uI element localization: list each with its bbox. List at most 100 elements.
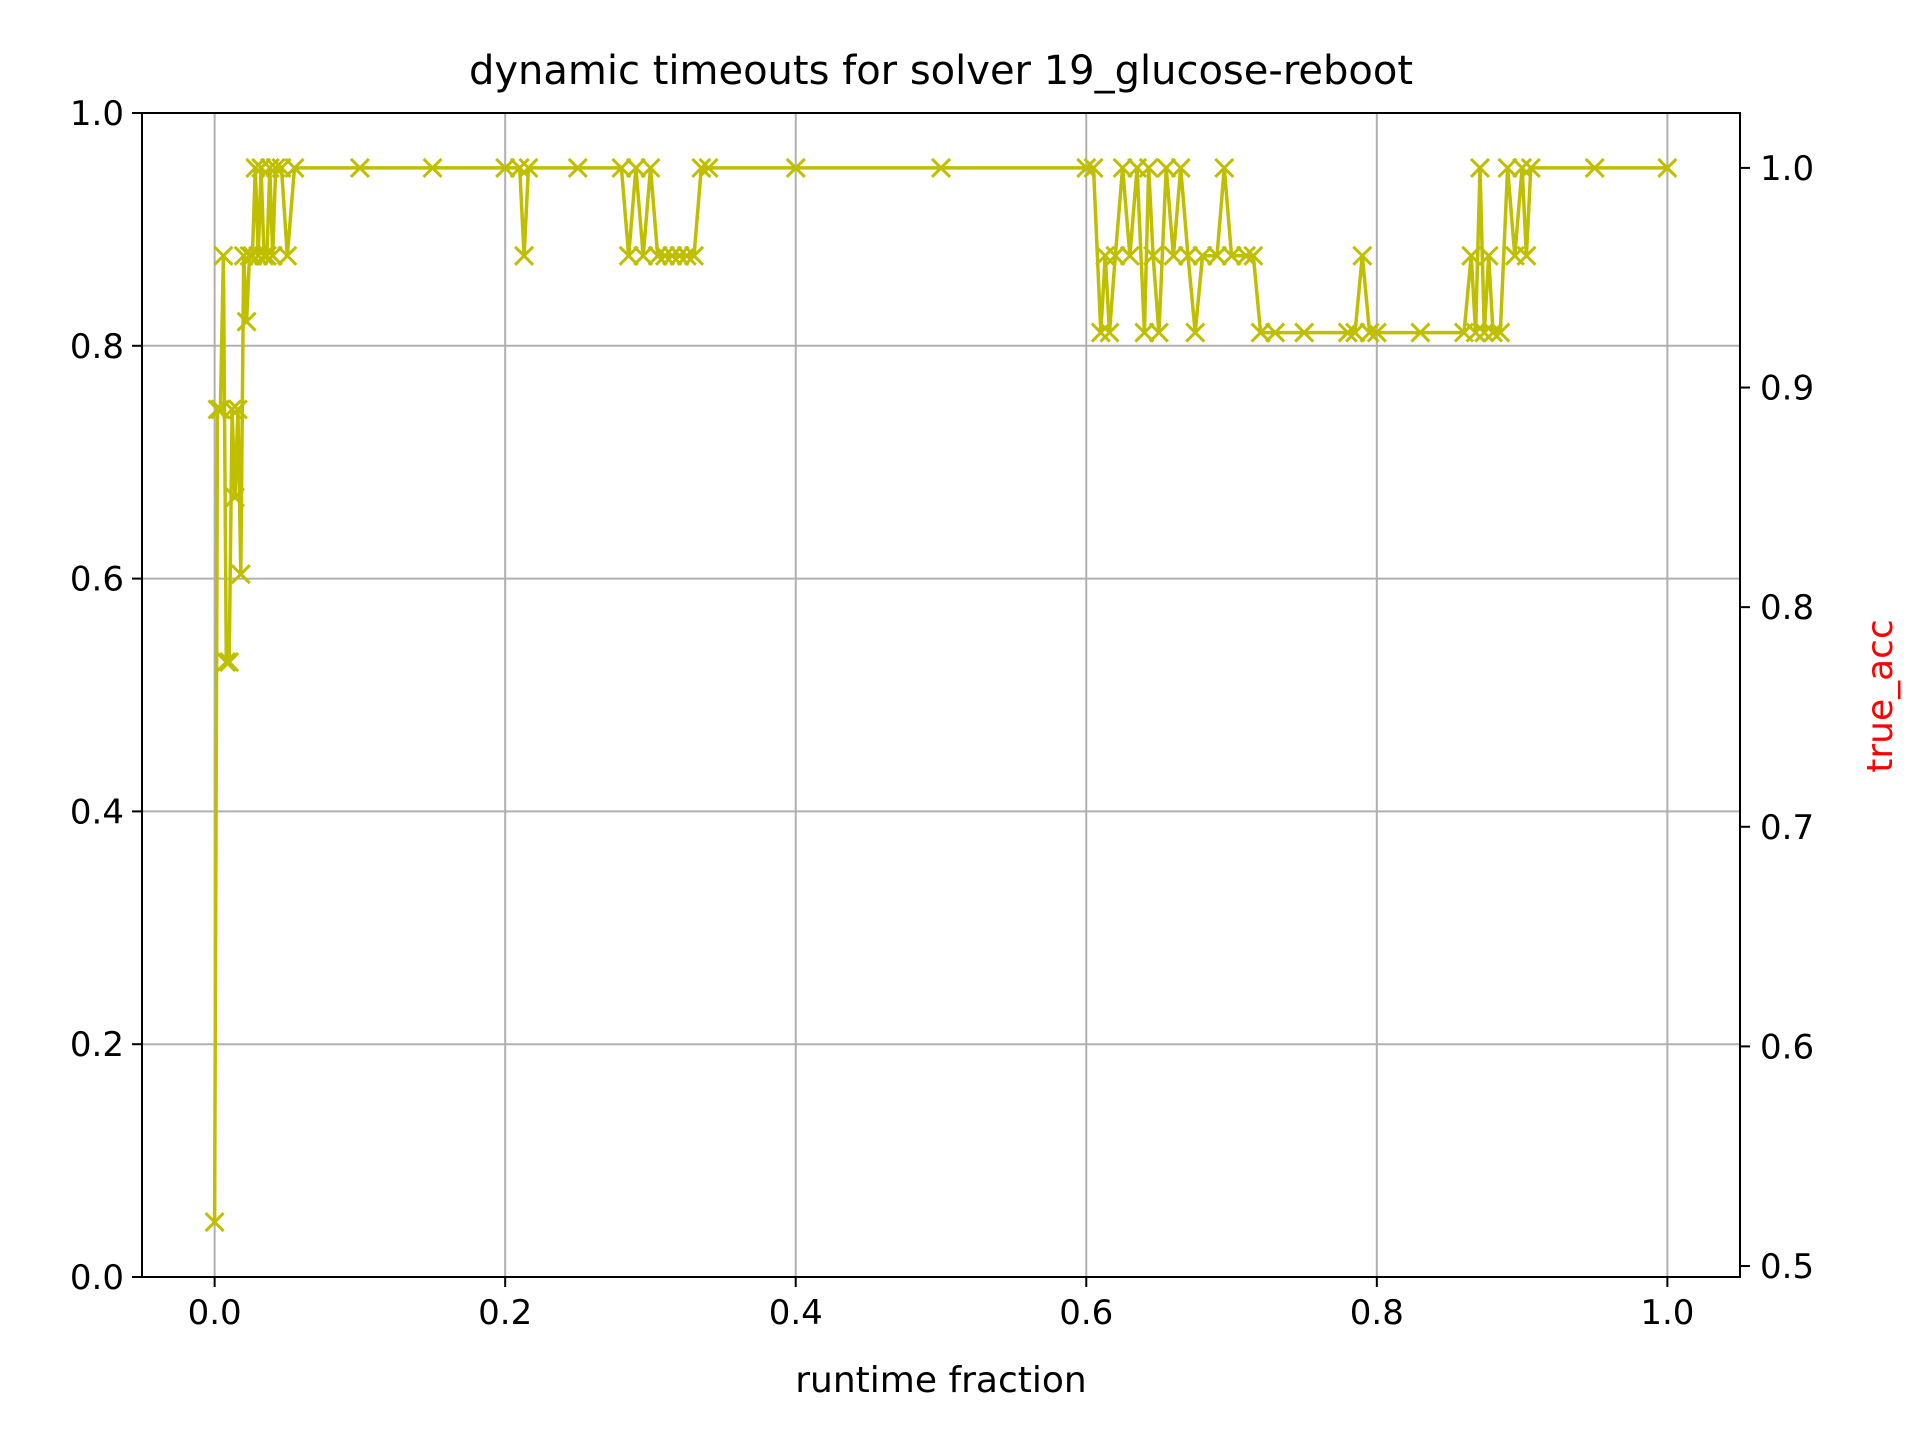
data-point-marker (1584, 157, 1605, 178)
data-point-marker (1469, 157, 1491, 178)
data-point-marker (216, 651, 237, 673)
marker-stroke (239, 245, 260, 266)
marker-stroke (1099, 322, 1120, 343)
y2-tick-label: 0.8 (1760, 588, 1814, 628)
tick-layer: 0.0 0.2 0.4 0.6 0.8 1.0 0.0 0.2 0.4 0.6 0.8 1.0 0.5 0… (70, 94, 1814, 1333)
y2-tick-label: 0.7 (1760, 808, 1814, 848)
marker-stroke (1138, 157, 1159, 178)
marker-stroke (514, 245, 535, 266)
data-point-marker (1657, 157, 1678, 178)
data-point-marker (1520, 157, 1541, 178)
data-point-marker (1083, 157, 1104, 178)
marker-stroke (1214, 157, 1235, 178)
marker-stroke (618, 245, 639, 266)
marker-stroke (662, 245, 683, 266)
data-point-marker (676, 245, 697, 266)
data-point-marker (930, 157, 952, 178)
data-point-marker (349, 157, 370, 178)
data-point-marker (213, 245, 234, 266)
data-point-marker (1265, 322, 1286, 343)
data-point-marker (227, 399, 248, 420)
x-tick-label: 1.0 (1640, 1293, 1694, 1333)
plot-frame (141, 112, 1741, 1278)
data-point-marker (1236, 245, 1257, 266)
data-point-marker (277, 245, 298, 266)
marker-stroke (224, 487, 246, 508)
x-tick-label: 0.6 (1059, 1293, 1113, 1333)
marker-stroke (930, 157, 952, 178)
data-point-marker (1163, 245, 1184, 266)
x-axis-label: runtime fraction (795, 1360, 1087, 1401)
data-point-marker (245, 157, 266, 178)
marker-stroke (633, 245, 654, 266)
marker-stroke (495, 157, 516, 178)
marker-stroke (1497, 157, 1518, 178)
x-tick-label: 0.0 (188, 1293, 242, 1333)
marker-stroke (1119, 245, 1140, 266)
marker-stroke (611, 157, 632, 178)
data-point-marker (222, 399, 243, 420)
data-point-marker (1490, 322, 1511, 343)
marker-stroke (654, 245, 676, 266)
marker-stroke (676, 245, 697, 266)
data-point-marker (518, 157, 539, 178)
marker-stroke (1337, 322, 1358, 343)
marker-stroke (213, 245, 234, 266)
data-point-marker (1482, 322, 1504, 343)
marker-stroke (1410, 322, 1431, 343)
data-point-marker (640, 157, 661, 178)
data-point-marker (1516, 245, 1537, 266)
data-point-marker (514, 245, 535, 266)
marker-stroke (1478, 245, 1499, 266)
marker-stroke (1163, 245, 1184, 266)
data-point-marker (1148, 322, 1169, 343)
marker-stroke (349, 157, 370, 178)
marker-stroke (1076, 157, 1097, 178)
y2-axis-label: true_acc (1860, 619, 1901, 773)
marker-stroke (1236, 245, 1257, 266)
data-point-marker (1497, 157, 1518, 178)
marker-stroke (518, 157, 539, 178)
data-point-marker (611, 157, 632, 178)
data-point-marker (1170, 157, 1191, 178)
data-point-marker (1465, 322, 1486, 343)
data-point-marker (233, 245, 254, 266)
data-point-marker (691, 157, 712, 178)
marker-stroke (1177, 245, 1199, 266)
x-tick-label: 0.8 (1350, 1293, 1404, 1333)
data-point-marker (495, 157, 516, 178)
data-point-marker (698, 157, 719, 178)
data-point-marker (1461, 245, 1482, 266)
series-layer (204, 157, 1678, 1233)
marker-stroke (248, 245, 269, 266)
marker-stroke (1221, 245, 1242, 266)
marker-stroke (1156, 157, 1177, 178)
y2-tick-label: 0.6 (1760, 1027, 1814, 1067)
y-tick-label: 0.6 (70, 560, 124, 600)
data-point-marker (647, 245, 668, 266)
data-point-marker (224, 487, 246, 508)
y2-tick-label: 0.9 (1760, 369, 1814, 409)
marker-stroke (245, 157, 266, 178)
data-point-marker (230, 564, 251, 585)
marker-stroke (256, 245, 277, 266)
data-point-marker (625, 157, 646, 178)
marker-stroke (219, 651, 240, 673)
marker-stroke (509, 157, 530, 178)
data-point-marker (785, 157, 806, 178)
data-point-marker (1105, 245, 1126, 266)
data-point-marker (1177, 245, 1199, 266)
marker-stroke (1143, 245, 1164, 266)
data-point-marker (1090, 322, 1111, 343)
data-point-marker (1474, 322, 1495, 343)
data-point-marker (265, 157, 286, 178)
marker-stroke (1344, 322, 1366, 343)
marker-stroke (1294, 322, 1315, 343)
marker-stroke (640, 157, 661, 178)
data-point-marker (618, 245, 639, 266)
data-point-marker (1359, 322, 1380, 343)
marker-stroke (1352, 245, 1373, 266)
